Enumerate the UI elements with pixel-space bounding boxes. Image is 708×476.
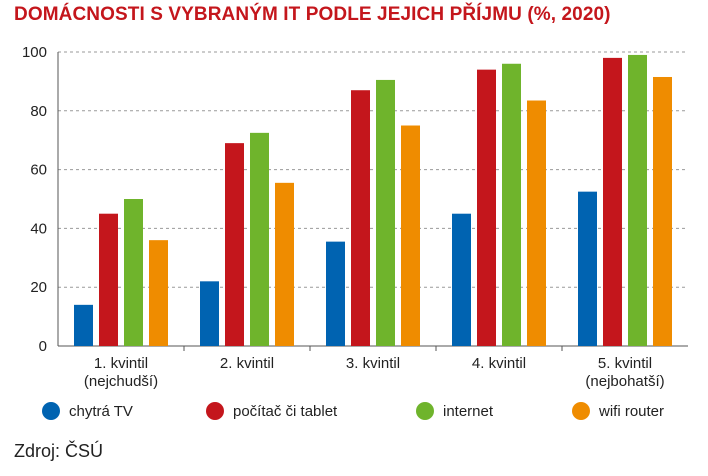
legend-label: wifi router — [599, 402, 665, 420]
x-tick-label: 3. kvintil — [346, 355, 400, 372]
legend: chytrá TV počítač či tablet internet wifi r… — [0, 402, 708, 426]
bar — [326, 241, 345, 346]
legend-label: počítač či tablet — [233, 402, 338, 420]
legend-label: chytrá TV — [69, 402, 133, 420]
bar — [502, 63, 521, 346]
y-tick-label: 100 — [22, 44, 47, 61]
legend-swatch — [206, 402, 224, 420]
bar — [225, 143, 244, 346]
x-tick-label: (nejchudší) — [84, 373, 158, 390]
bar — [578, 191, 597, 346]
bar — [99, 213, 118, 346]
x-tick-label: (nejbohatší) — [585, 373, 664, 390]
legend-label: internet — [443, 402, 494, 420]
bar — [628, 54, 647, 346]
x-tick-label: 2. kvintil — [220, 355, 274, 372]
bar — [527, 100, 546, 346]
bar — [351, 90, 370, 346]
bar — [653, 76, 672, 347]
bar — [452, 213, 471, 346]
legend-swatch — [572, 402, 590, 420]
x-tick-label: 1. kvintil — [94, 355, 148, 372]
bar — [275, 182, 294, 346]
legend-swatch — [42, 402, 60, 420]
legend-item: chytrá TV — [42, 402, 133, 420]
y-tick-label: 80 — [30, 103, 47, 120]
bar — [124, 199, 143, 346]
bar — [74, 304, 93, 346]
bar — [376, 79, 395, 347]
y-tick-label: 20 — [30, 279, 47, 296]
x-tick-label: 4. kvintil — [472, 355, 526, 372]
bar-chart: 0 20 40 60 80 100 1. kvintil(nejchudší) 2. kvin… — [22, 44, 688, 390]
bar — [401, 125, 420, 346]
bar — [200, 281, 219, 346]
chart-title: DOMÁCNOSTI S VYBRANÝM IT PODLE JEJICH PŘ… — [14, 4, 611, 25]
bar — [603, 57, 622, 346]
y-tick-label: 60 — [30, 162, 47, 179]
bar — [477, 69, 496, 346]
legend-swatch — [416, 402, 434, 420]
bar — [149, 240, 168, 346]
source-note: Zdroj: ČSÚ — [14, 441, 104, 461]
x-tick-label: 5. kvintil — [598, 355, 652, 372]
y-tick-label: 40 — [30, 220, 47, 237]
legend-item: wifi router — [572, 402, 664, 420]
legend-item: internet — [416, 402, 493, 420]
legend-item: počítač či tablet — [206, 402, 337, 420]
bar — [250, 132, 269, 346]
y-tick-label: 0 — [39, 338, 47, 355]
